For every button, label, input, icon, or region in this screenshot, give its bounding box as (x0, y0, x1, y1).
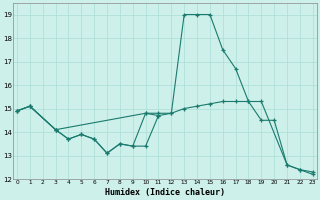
X-axis label: Humidex (Indice chaleur): Humidex (Indice chaleur) (105, 188, 225, 197)
